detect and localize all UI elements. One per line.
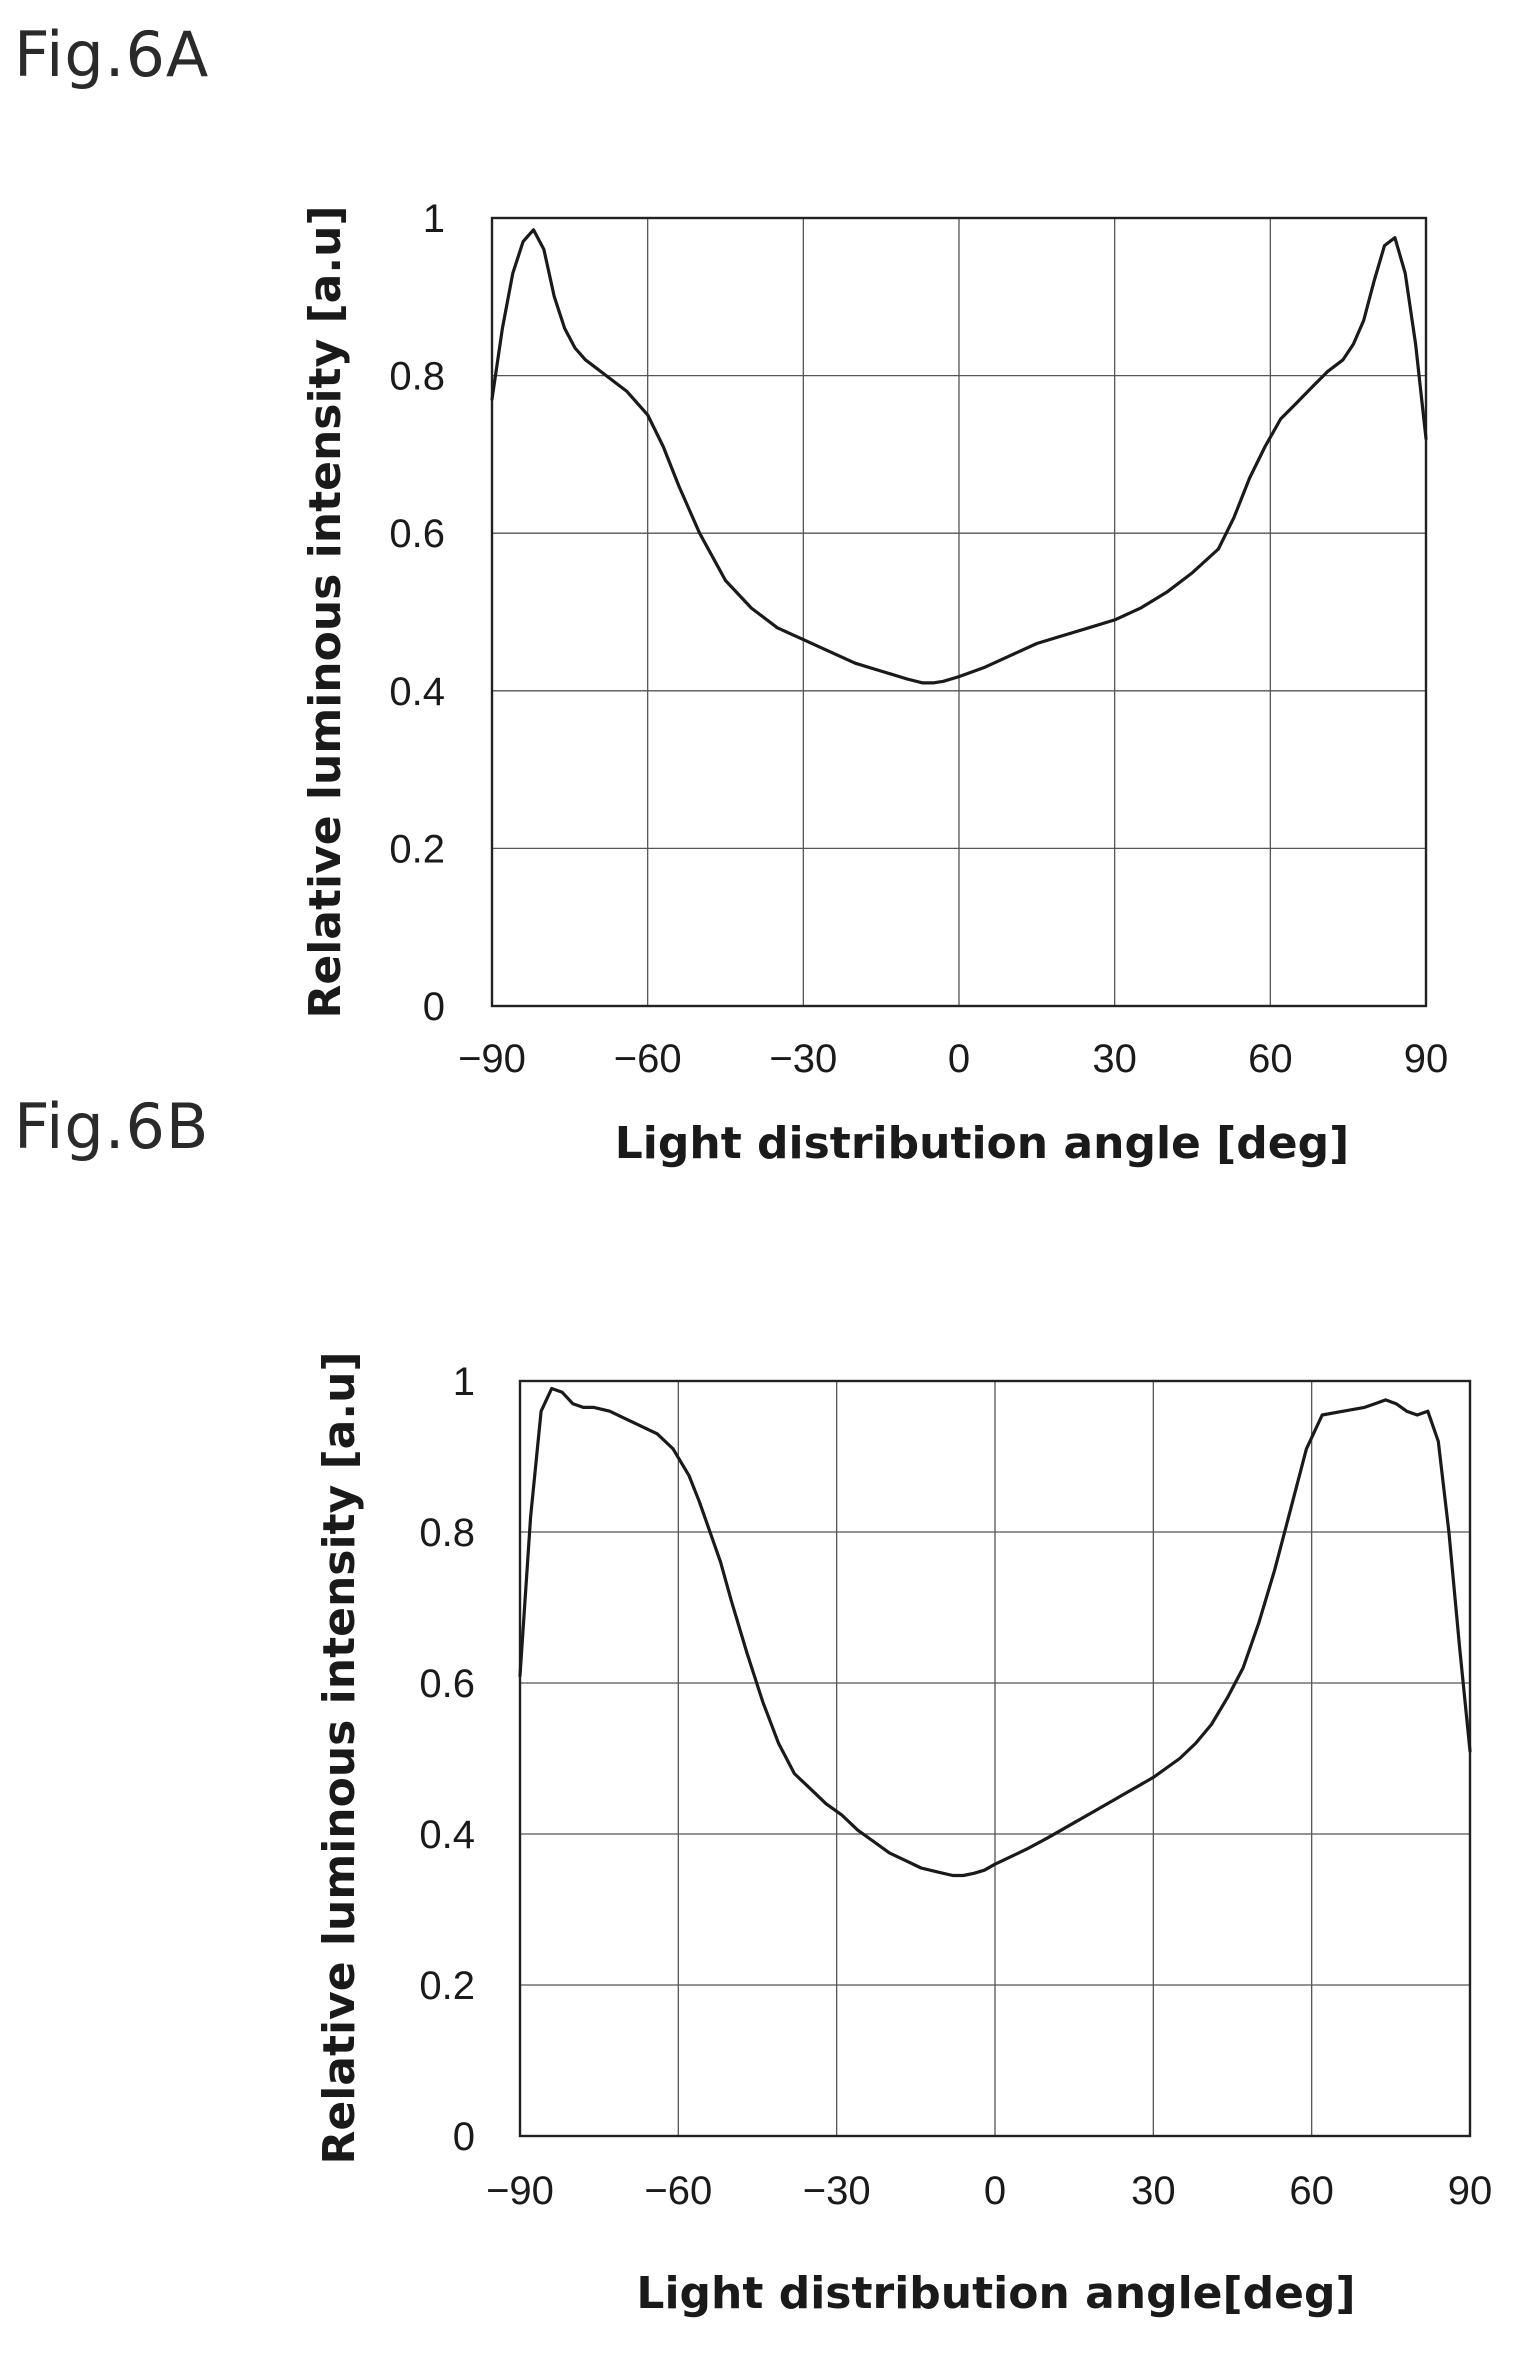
y-tick-label: 0.4 xyxy=(419,1813,475,1857)
y-tick-label: 0.2 xyxy=(419,1964,475,2008)
figure-label-6b: Fig.6B xyxy=(14,1090,210,1163)
y-tick-label: 0.8 xyxy=(419,1511,475,1555)
y-axis-title: Relative luminous intensity [a.u] xyxy=(314,1351,365,2164)
x-tick-label: 90 xyxy=(1404,1037,1449,1081)
x-tick-label: −60 xyxy=(644,2169,712,2213)
x-tick-label: −30 xyxy=(803,2169,871,2213)
figure-label-6a: Fig.6A xyxy=(14,18,210,91)
y-tick-label: 0.4 xyxy=(389,670,445,714)
y-tick-label: 0.2 xyxy=(389,827,445,871)
x-tick-label: 30 xyxy=(1092,1037,1137,1081)
x-tick-label: 0 xyxy=(948,1037,970,1081)
y-tick-label: 1 xyxy=(453,1360,475,1404)
x-tick-label: 30 xyxy=(1131,2169,1176,2213)
series-line xyxy=(518,1386,1472,1878)
y-tick-label: 0 xyxy=(453,2115,475,2159)
x-tick-label: −90 xyxy=(486,2169,554,2213)
y-axis-title: Relative luminous intensity [a.u] xyxy=(300,205,351,1018)
x-axis-title: Light distribution angle[deg] xyxy=(636,2268,1355,2319)
x-tick-label: 90 xyxy=(1448,2169,1493,2213)
x-tick-label: 60 xyxy=(1289,2169,1334,2213)
y-tick-label: 0.6 xyxy=(419,1662,475,1706)
x-axis-title: Light distribution angle [deg] xyxy=(615,1118,1350,1169)
x-tick-label: 60 xyxy=(1248,1037,1293,1081)
plot-frame xyxy=(490,216,1428,1008)
x-tick-label: −30 xyxy=(769,1037,837,1081)
x-tick-label: −60 xyxy=(614,1037,682,1081)
plot-frame xyxy=(518,1379,1472,2138)
y-tick-label: 0.8 xyxy=(389,355,445,399)
x-tick-label: −90 xyxy=(458,1037,526,1081)
y-tick-label: 0 xyxy=(423,985,445,1029)
chart-fig-6b: −90 −60 −30 0 30 60 90 0 0.2 0.4 0.6 0.8 1 Light dist… xyxy=(314,1351,1492,2319)
chart-fig-6a: −90 −60 −30 0 30 60 90 0 0.2 0.4 0.6 0.8 1 Light dist… xyxy=(300,197,1448,1169)
y-tick-label: 0.6 xyxy=(389,512,445,556)
x-tick-label: 0 xyxy=(984,2169,1006,2213)
series-line xyxy=(490,228,1428,685)
y-tick-label: 1 xyxy=(423,197,445,241)
